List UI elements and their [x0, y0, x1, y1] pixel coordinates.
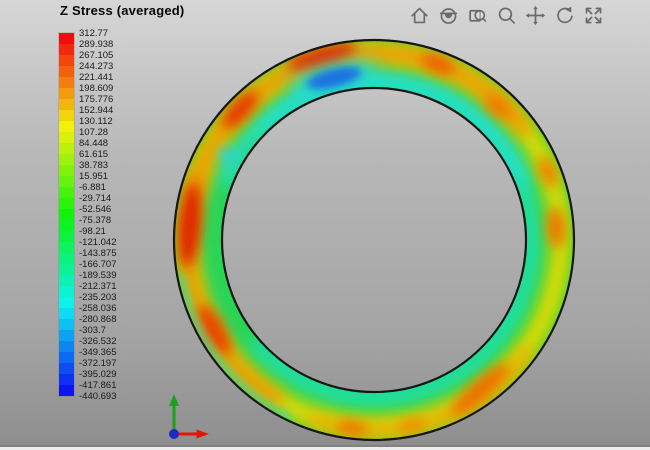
legend-value: -143.875: [79, 247, 117, 259]
legend-color-band: [59, 231, 74, 242]
legend-color-band: [59, 275, 74, 286]
zoom-icon: [496, 5, 517, 26]
toolbar-view-mode-button[interactable]: [437, 4, 459, 26]
legend-value: -395.029: [79, 368, 117, 380]
legend-color-band: [59, 99, 74, 110]
legend-color-band: [59, 198, 74, 209]
legend-value: -349.365: [79, 346, 117, 358]
plot-title: Z Stress (averaged): [60, 3, 185, 18]
window-bottom-edge: [0, 447, 650, 450]
legend-value: -417.861: [79, 379, 117, 391]
legend-color-band: [59, 33, 74, 44]
legend-value: 175.776: [79, 93, 114, 105]
legend-value: 61.615: [79, 148, 109, 160]
legend-value: 267.105: [79, 49, 114, 61]
legend-color-band: [59, 187, 74, 198]
legend-color-band: [59, 242, 74, 253]
legend-value: 198.609: [79, 82, 114, 94]
legend-value: -258.036: [79, 302, 117, 314]
legend-color-band: [59, 385, 74, 396]
legend-color-band: [59, 165, 74, 176]
legend-value: 312.77: [79, 27, 109, 39]
legend-value: 38.783: [79, 159, 109, 171]
legend-value: -280.868: [79, 313, 117, 325]
legend-color-band: [59, 88, 74, 99]
legend-color-band: [59, 110, 74, 121]
legend-value: -166.707: [79, 258, 117, 270]
legend-value: -29.714: [79, 192, 112, 204]
toolbar-rotate-button[interactable]: [553, 4, 575, 26]
legend-color-band: [59, 286, 74, 297]
legend-color-band: [59, 132, 74, 143]
legend-value: 84.448: [79, 137, 109, 149]
toolbar-home-button[interactable]: [408, 4, 430, 26]
legend-color-band: [59, 374, 74, 385]
legend-value: -235.203: [79, 291, 117, 303]
legend-color-band: [59, 44, 74, 55]
legend-value: -303.7: [79, 324, 106, 336]
view-mode-icon: [438, 5, 459, 26]
legend-color-band: [59, 55, 74, 66]
legend-color-band: [59, 264, 74, 275]
legend-color-band: [59, 330, 74, 341]
legend-color-band: [59, 143, 74, 154]
legend-color-band: [59, 352, 74, 363]
legend-value: 130.112: [79, 115, 113, 127]
legend-color-band: [59, 297, 74, 308]
legend-color-band: [59, 77, 74, 88]
legend-value: -98.21: [79, 225, 106, 237]
legend-value: -189.539: [79, 269, 117, 281]
zoom-box-icon: [467, 5, 488, 26]
pan-icon: [525, 5, 546, 26]
legend-value: -121.042: [79, 236, 117, 248]
legend-color-band: [59, 176, 74, 187]
legend-value: 107.28: [79, 126, 109, 138]
legend-values: 312.77 289.938 267.105 244.273 221.441 198.60…: [79, 28, 117, 402]
toolbar-fit-screen-button[interactable]: [582, 4, 604, 26]
toolbar-zoom-button[interactable]: [495, 4, 517, 26]
legend-value: 221.441: [79, 71, 114, 83]
rotate-icon: [554, 5, 575, 26]
legend-color-band: [59, 154, 74, 165]
view-toolbar: [408, 4, 604, 26]
legend-value: -75.378: [79, 214, 112, 226]
legend-value: -440.693: [79, 390, 117, 402]
legend-value: 152.944: [79, 104, 114, 116]
fit-screen-icon: [583, 5, 604, 26]
legend-color-band: [59, 341, 74, 352]
z-axis-origin-dot: [169, 429, 179, 439]
legend-value: -326.532: [79, 335, 117, 347]
ring-outline: [172, 38, 576, 442]
legend-value: -212.371: [79, 280, 117, 292]
stress-contour-field: [173, 39, 574, 441]
legend-value: -52.546: [79, 203, 112, 215]
orientation-triad: [169, 394, 209, 439]
viewport-bottom-shade: [0, 445, 650, 447]
legend-color-band: [59, 253, 74, 264]
legend-value: 289.938: [79, 38, 114, 50]
x-axis-arrowhead: [196, 429, 209, 439]
y-axis-arrowhead: [169, 394, 179, 406]
legend-color-band: [59, 121, 74, 132]
home-icon: [409, 5, 430, 26]
legend-value: -372.197: [79, 357, 117, 369]
legend-value: 15.951: [79, 170, 109, 182]
legend-value: 244.273: [79, 60, 114, 72]
legend: 312.77 289.938 267.105 244.273 221.441 198.60…: [59, 28, 117, 402]
legend-color-band: [59, 308, 74, 319]
legend-value: -6.881: [79, 181, 106, 193]
toolbar-pan-button[interactable]: [524, 4, 546, 26]
legend-color-band: [59, 319, 74, 330]
legend-colorbar: [59, 33, 74, 396]
legend-color-band: [59, 209, 74, 220]
legend-color-band: [59, 66, 74, 77]
toolbar-zoom-box-button[interactable]: [466, 4, 488, 26]
legend-color-band: [59, 220, 74, 231]
legend-color-band: [59, 363, 74, 374]
